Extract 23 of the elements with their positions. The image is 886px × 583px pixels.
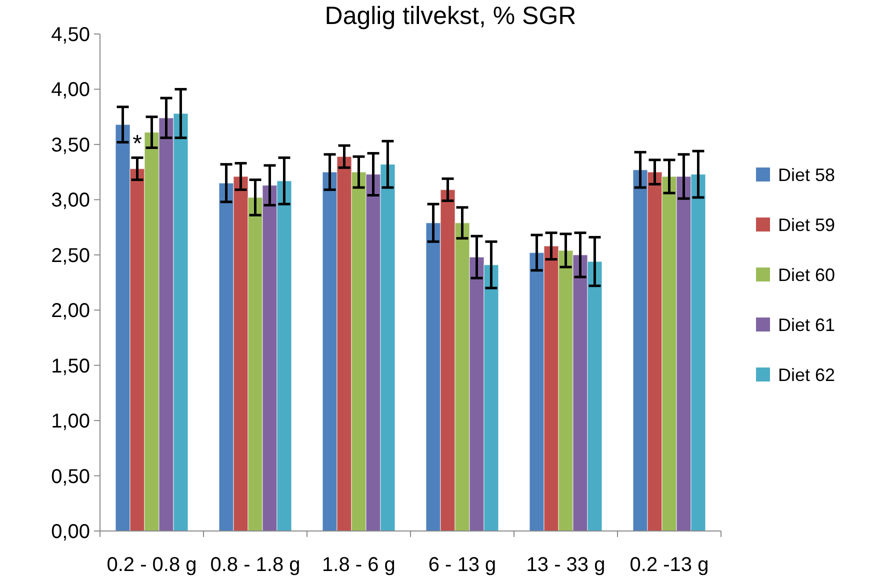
- chart-title: Daglig tilvekst, % SGR: [324, 2, 576, 30]
- y-tick-label: 1,50: [51, 355, 90, 378]
- x-tick-label: 0.8 - 1.8 g: [210, 554, 300, 576]
- legend-label: Diet 60: [778, 264, 836, 285]
- y-tick-label: 3,50: [51, 134, 90, 156]
- y-tick-label: 4,00: [51, 79, 90, 102]
- y-tick-label: 1,00: [51, 410, 90, 433]
- y-tick-label: 4,50: [51, 24, 90, 46]
- legend-label: Diet 58: [778, 164, 836, 185]
- y-tick-label: 2,00: [51, 300, 90, 322]
- y-tick-label: 2,50: [51, 244, 90, 267]
- annotation: *: [132, 130, 142, 158]
- y-tick-label: 0,50: [51, 466, 90, 488]
- x-tick-label: 1.8 - 6 g: [322, 554, 396, 576]
- y-tick-label: 0,00: [51, 521, 90, 543]
- x-tick-label: 13 - 33 g: [526, 554, 606, 576]
- x-tick-label: 0.2 - 0.8 g: [106, 554, 197, 576]
- legend-label: Diet 61: [778, 314, 836, 335]
- legend-label: Diet 62: [778, 364, 836, 385]
- x-tick-label: 0.2 -13 g: [630, 554, 709, 576]
- x-tick-label: 6 - 13 g: [428, 554, 496, 576]
- y-tick-label: 3,00: [51, 190, 90, 212]
- legend-label: Diet 59: [778, 214, 836, 235]
